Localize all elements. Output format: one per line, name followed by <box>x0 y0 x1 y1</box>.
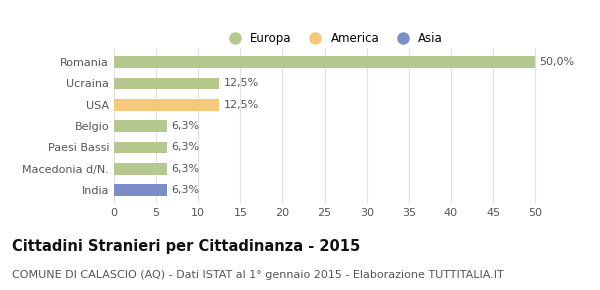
Bar <box>114 120 167 132</box>
Bar <box>114 99 219 111</box>
Text: 6,3%: 6,3% <box>171 164 199 174</box>
Bar <box>114 78 219 89</box>
Bar <box>114 163 167 175</box>
Text: 12,5%: 12,5% <box>223 79 259 88</box>
Bar <box>114 142 167 153</box>
Bar <box>114 56 535 68</box>
Bar <box>114 184 167 196</box>
Text: 12,5%: 12,5% <box>223 100 259 110</box>
Text: 6,3%: 6,3% <box>171 185 199 195</box>
Text: Cittadini Stranieri per Cittadinanza - 2015: Cittadini Stranieri per Cittadinanza - 2… <box>12 239 360 254</box>
Text: COMUNE DI CALASCIO (AQ) - Dati ISTAT al 1° gennaio 2015 - Elaborazione TUTTITALI: COMUNE DI CALASCIO (AQ) - Dati ISTAT al … <box>12 270 504 280</box>
Text: 6,3%: 6,3% <box>171 142 199 153</box>
Legend: Europa, America, Asia: Europa, America, Asia <box>218 28 448 50</box>
Text: 6,3%: 6,3% <box>171 121 199 131</box>
Text: 50,0%: 50,0% <box>539 57 574 67</box>
